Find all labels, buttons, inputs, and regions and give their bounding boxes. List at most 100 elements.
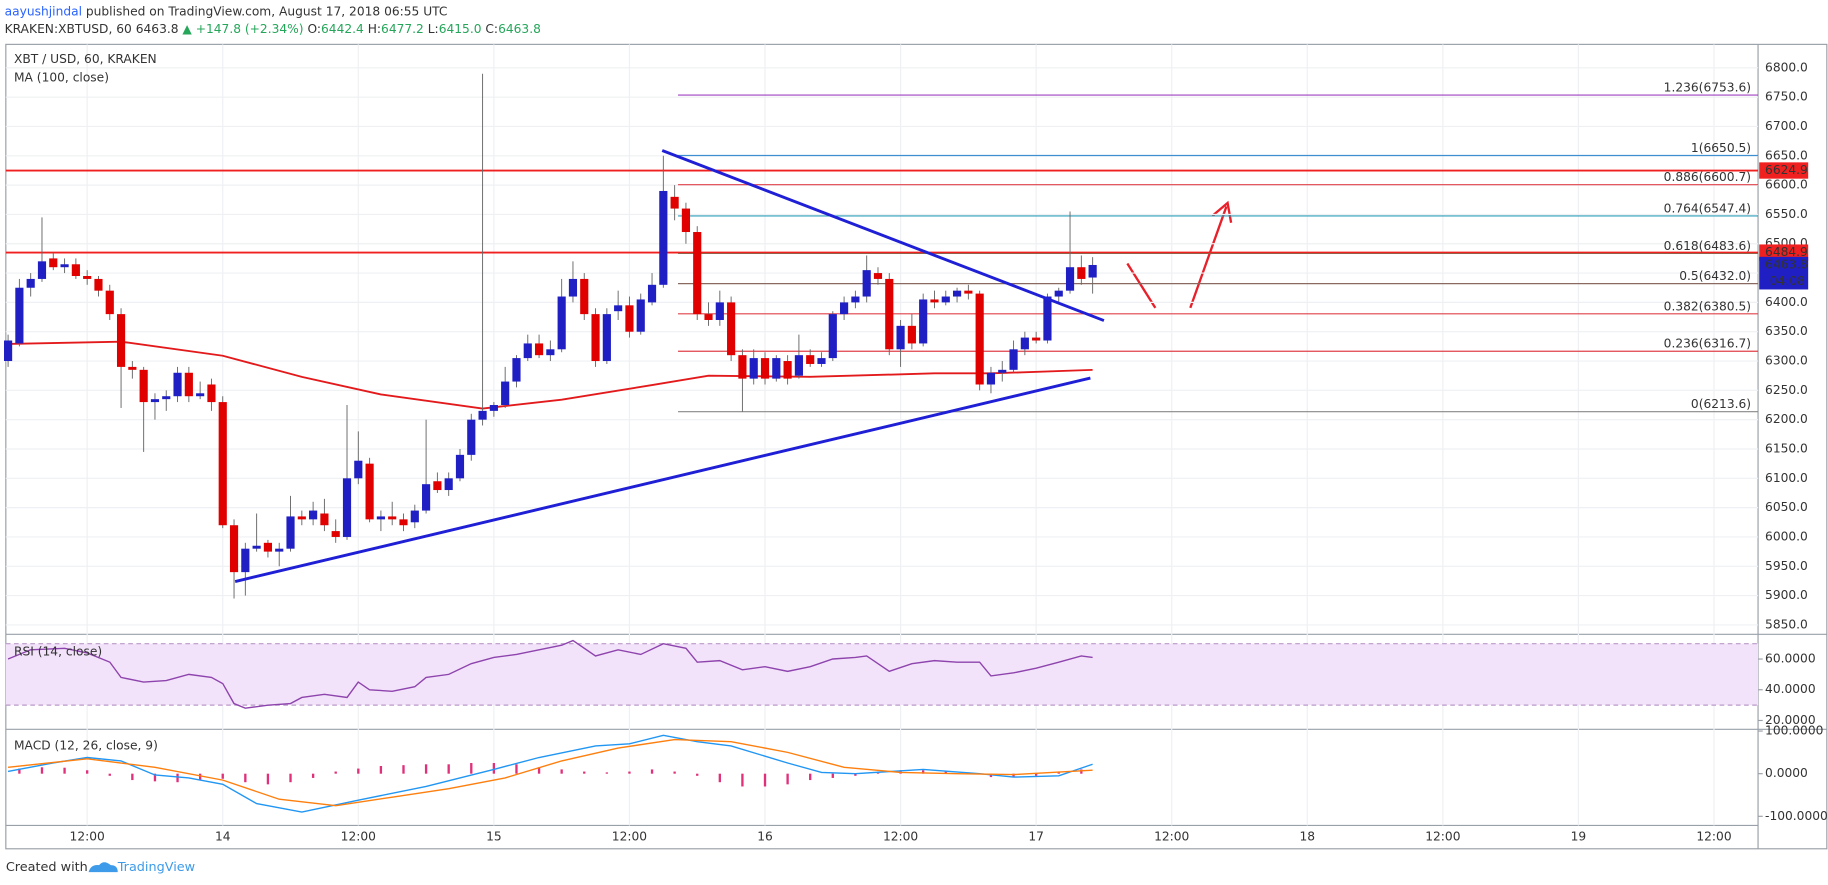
candle-body	[523, 343, 532, 359]
macd-histogram-bar	[131, 773, 134, 781]
macd-histogram-bar	[741, 773, 744, 787]
candle-body	[647, 284, 657, 303]
field-value: 6463.8	[498, 22, 541, 36]
candle-body	[422, 484, 431, 511]
macd-histogram-bar	[605, 772, 609, 774]
macd-histogram-bar	[1012, 773, 1015, 778]
y-tick-label: 5900.0	[1765, 588, 1808, 602]
y-tick-label: 6800.0	[1765, 60, 1808, 74]
rsi-line	[7, 639, 1093, 709]
candle-body	[772, 358, 781, 379]
y-tick-label: 6050.0	[1765, 500, 1808, 514]
macd-histogram-bar	[311, 773, 315, 778]
y-tick-label: 6750.0	[1765, 90, 1808, 104]
candle-body	[840, 302, 849, 315]
candle-body	[952, 290, 962, 297]
candle-body	[275, 548, 284, 552]
price-tag	[1759, 162, 1809, 179]
macd-histogram-bar	[357, 768, 360, 774]
candle-body	[704, 314, 713, 320]
candle-body	[794, 355, 803, 376]
y-tick-label: 100.0000	[1765, 724, 1823, 738]
y-tick-label: 6100.0	[1765, 471, 1808, 485]
macd-histogram-bar	[221, 773, 224, 779]
x-tick-label: 12:00	[341, 830, 376, 844]
fib-label: 0.236(6316.7)	[1664, 337, 1751, 351]
change: ▲ +147.8 (+2.34%)	[182, 22, 303, 36]
macd-histogram-bar	[809, 773, 812, 781]
y-tick-label: 6650.0	[1765, 148, 1808, 162]
price-tag-label: 6624.9	[1765, 163, 1808, 177]
candle-body	[738, 355, 747, 379]
y-tick-label: -100.0000	[1765, 809, 1828, 823]
macd-histogram-bar	[492, 763, 496, 774]
macd-histogram-bar	[1057, 772, 1060, 774]
fib-label: 0.764(6547.4)	[1664, 201, 1751, 215]
candle-body	[128, 366, 137, 370]
macd-histogram-bar	[63, 767, 66, 774]
candle-body	[727, 302, 736, 356]
candle-body	[71, 264, 80, 277]
pane-title: XBT / USD, 60, KRAKEN	[14, 52, 157, 66]
y-tick-label: 6150.0	[1765, 441, 1808, 455]
macd-histogram-bar	[379, 766, 383, 774]
macd-histogram-bar	[244, 773, 247, 783]
macd-histogram-bar	[718, 773, 721, 783]
fib-label: 0.886(6600.7)	[1664, 170, 1751, 184]
candle-body	[625, 305, 634, 332]
field-label: L:	[428, 22, 439, 36]
candle-body	[399, 519, 408, 526]
candle-body	[433, 481, 442, 491]
candle-body	[715, 302, 724, 320]
candle-body	[636, 299, 645, 332]
quote-line: KRAKEN:XBTUSD, 60 6463.8 ▲ +147.8 (+2.34…	[5, 22, 541, 36]
candle-body	[828, 314, 837, 359]
candle-body	[60, 264, 69, 268]
candle-body	[342, 478, 352, 537]
y-tick-label: 6250.0	[1765, 383, 1808, 397]
price-tag-label: 6484.9	[1765, 245, 1808, 259]
candle-body	[37, 261, 47, 279]
candle-body	[749, 358, 758, 379]
candle-body	[591, 314, 600, 362]
candle-body	[568, 278, 578, 297]
macd-histogram-bar	[402, 765, 405, 774]
field-value: 6442.4	[321, 22, 364, 36]
candle-body	[207, 384, 216, 403]
candle-body	[501, 381, 510, 406]
candle-body	[896, 325, 905, 350]
x-tick-label: 12:00	[612, 830, 647, 844]
frame	[5, 43, 1828, 850]
macd-histogram-bar	[447, 764, 450, 774]
field-label: C:	[485, 22, 498, 36]
macd-histogram-bar	[560, 769, 563, 774]
candle-body	[376, 516, 385, 520]
y-tick-label: 6350.0	[1765, 324, 1808, 338]
candle-body	[557, 296, 566, 350]
macd-histogram-bar	[334, 771, 337, 774]
macd-histogram-bar	[628, 771, 631, 774]
y-tick-label: 6700.0	[1765, 119, 1808, 133]
candle-body	[444, 478, 453, 491]
price-tag	[1759, 244, 1809, 261]
candle-body	[1009, 349, 1018, 370]
candle-body	[670, 196, 679, 209]
fib-label: 0.5(6432.0)	[1679, 269, 1751, 283]
last-price-tag	[1759, 256, 1809, 290]
candle-body	[919, 299, 928, 344]
candle-body	[964, 290, 973, 294]
candle-body	[614, 305, 623, 312]
candle-body	[1065, 267, 1075, 291]
x-tick-label: 12:00	[1425, 830, 1460, 844]
candle-body	[410, 510, 419, 523]
candle-body	[930, 299, 939, 303]
candle-body	[320, 513, 329, 526]
candle-body	[783, 361, 792, 379]
candle-body	[229, 525, 239, 573]
y-tick-label: 6400.0	[1765, 295, 1808, 309]
footer-logo	[88, 862, 118, 873]
countdown: 04:08	[1770, 274, 1805, 288]
candle-body	[252, 545, 261, 549]
candle-body	[986, 372, 996, 385]
